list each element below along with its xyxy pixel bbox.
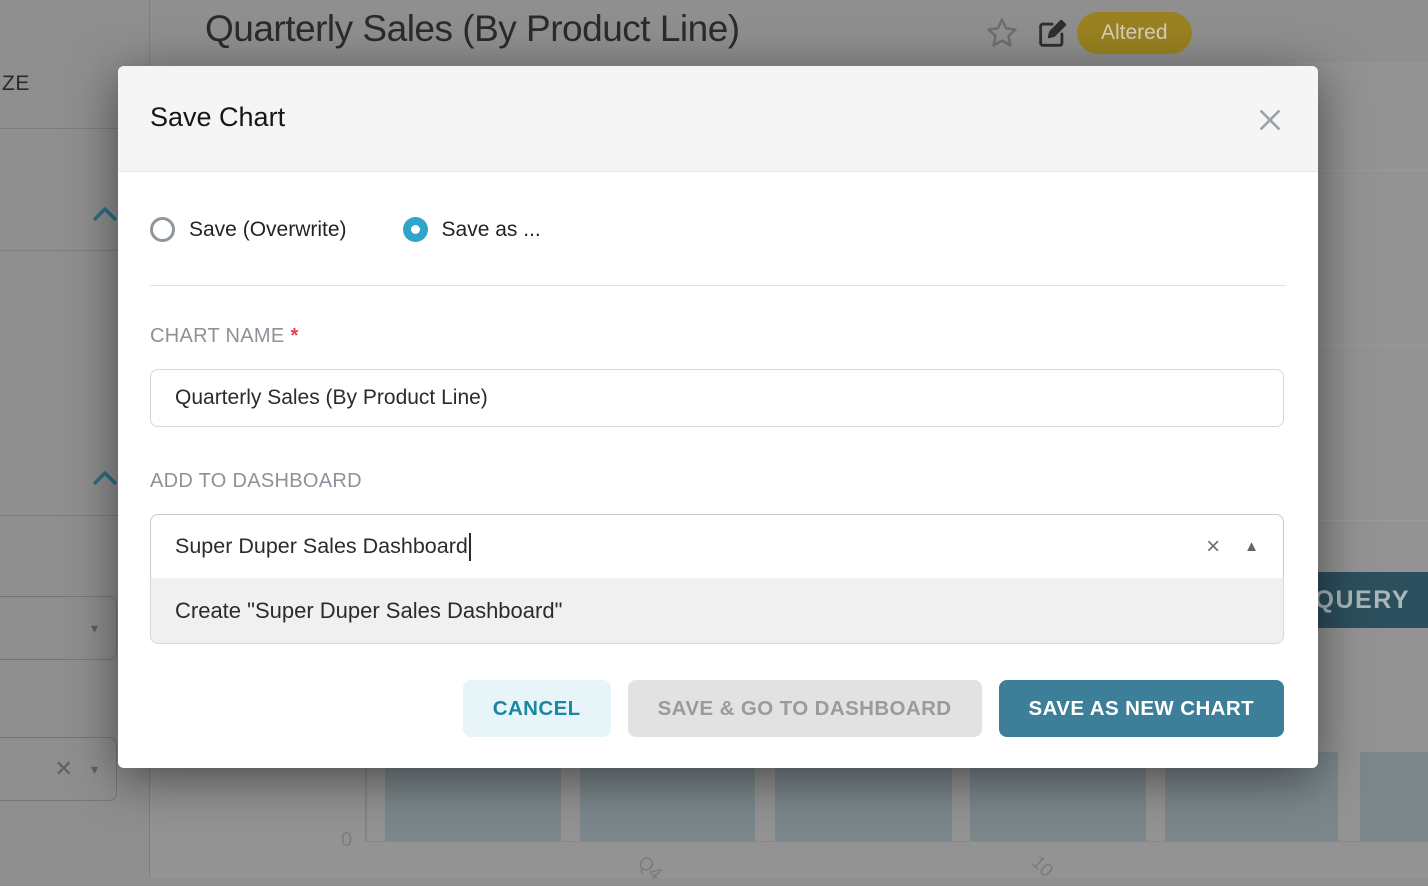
altered-badge: Altered: [1077, 12, 1192, 54]
y-axis-tick: 0: [341, 829, 352, 852]
tab-customize-fragment[interactable]: ZE: [2, 72, 30, 96]
y-axis-line: [365, 755, 367, 842]
dropdown-option-create[interactable]: Create "Super Duper Sales Dashboard": [175, 598, 562, 624]
chart-bar: [1360, 752, 1428, 842]
save-as-new-chart-button[interactable]: SAVE AS NEW CHART: [999, 680, 1284, 737]
clear-icon[interactable]: ×: [1206, 535, 1220, 559]
section-collapse-chevron-icon[interactable]: [93, 471, 117, 485]
dashboard-combobox-value[interactable]: Super Duper Sales Dashboard: [175, 534, 468, 559]
sidebar-select[interactable]: ▾: [0, 596, 117, 660]
run-query-label: QUERY: [1315, 586, 1410, 615]
favorite-star-icon[interactable]: [985, 16, 1019, 55]
dashboard-combobox[interactable]: Super Duper Sales Dashboard × ▲: [150, 514, 1284, 579]
cancel-button[interactable]: CANCEL: [463, 680, 611, 737]
modal-title: Save Chart: [150, 102, 285, 133]
altered-badge-label: Altered: [1101, 21, 1168, 45]
chart-name-label: CHART NAME *: [150, 325, 299, 348]
save-mode-radio-group: Save (Overwrite) Save as ...: [150, 217, 541, 242]
radio-save-overwrite-label[interactable]: Save (Overwrite): [189, 218, 347, 242]
x-axis-line: [365, 841, 1428, 842]
modal-header: Save Chart: [118, 66, 1318, 172]
caret-down-icon[interactable]: ▾: [91, 761, 98, 778]
edit-properties-icon[interactable]: [1035, 17, 1069, 56]
chart-name-label-text: CHART NAME: [150, 325, 285, 347]
clear-icon[interactable]: ✕: [55, 758, 73, 780]
radio-save-as[interactable]: [403, 217, 428, 242]
close-icon[interactable]: [1254, 104, 1286, 136]
modal-footer: CANCEL SAVE & GO TO DASHBOARD SAVE AS NE…: [118, 680, 1284, 737]
save-chart-modal: Save Chart Save (Overwrite) Save as ... …: [118, 66, 1318, 768]
dashboard-dropdown: Create "Super Duper Sales Dashboard": [150, 578, 1284, 644]
section-collapse-chevron-icon[interactable]: [93, 207, 117, 221]
caret-up-icon[interactable]: ▲: [1244, 538, 1259, 555]
chart-title: Quarterly Sales (By Product Line): [205, 8, 740, 50]
radio-save-as-label[interactable]: Save as ...: [442, 218, 541, 242]
section-divider: [150, 285, 1286, 286]
chart-name-input[interactable]: [150, 369, 1284, 427]
required-asterisk: *: [291, 325, 299, 347]
save-go-dashboard-button[interactable]: SAVE & GO TO DASHBOARD: [628, 680, 982, 737]
caret-down-icon[interactable]: ▾: [91, 620, 98, 637]
radio-save-overwrite[interactable]: [150, 217, 175, 242]
text-cursor: [469, 533, 471, 561]
sidebar-select[interactable]: ✕ ▾: [0, 737, 117, 801]
add-to-dashboard-label-text: ADD TO DASHBOARD: [150, 470, 362, 492]
add-to-dashboard-label: ADD TO DASHBOARD: [150, 470, 362, 493]
